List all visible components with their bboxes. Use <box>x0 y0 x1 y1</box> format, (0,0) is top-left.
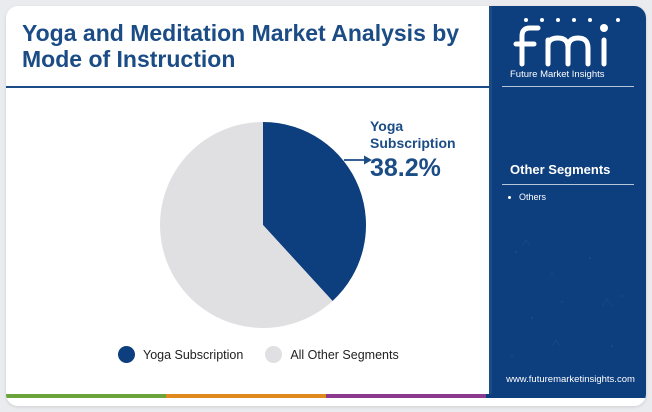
list-item: Others <box>508 192 546 202</box>
list-item-label: Others <box>519 192 547 202</box>
bar-segment-blue <box>486 394 646 398</box>
report-card: Yoga and Meditation Market Analysis by M… <box>6 6 646 406</box>
bottom-color-bar <box>6 394 646 406</box>
legend-item-yoga-subscription: Yoga Subscription <box>118 346 243 363</box>
chart-title: Yoga and Meditation Market Analysis by M… <box>22 20 460 72</box>
pie-slice-yoga-subscription <box>263 122 366 301</box>
legend-item-all-other-segments: All Other Segments <box>265 346 399 363</box>
bar-segment-orange <box>166 394 326 398</box>
brand-name: Future Market Insights <box>510 69 605 80</box>
panel-divider <box>502 86 634 87</box>
slice-label-name: Yoga Subscription <box>370 118 456 151</box>
slice-label-value: 38.2% <box>370 154 441 182</box>
legend-label: All Other Segments <box>290 347 399 362</box>
legend-label: Yoga Subscription <box>143 347 244 362</box>
title-divider <box>6 86 489 88</box>
legend-swatch <box>118 346 135 363</box>
slice-data-label: Yoga Subscription 38.2% <box>370 118 480 183</box>
callout-arrow <box>344 155 372 165</box>
other-segments-heading: Other Segments <box>510 162 611 177</box>
chart-legend: Yoga Subscription All Other Segments <box>118 346 421 363</box>
fmi-logo-icon <box>513 18 620 67</box>
other-segments-list: Others <box>508 192 546 202</box>
bar-segment-purple <box>326 394 486 398</box>
bullet-icon <box>508 195 511 199</box>
pie-slice-all-other-segments <box>159 122 333 328</box>
panel-divider <box>502 184 634 185</box>
pie-chart <box>159 122 372 328</box>
bar-segment-green <box>6 394 166 398</box>
website-url: www.futuremarketinsights.com <box>506 374 635 385</box>
legend-swatch <box>265 346 283 363</box>
side-panel: Future Market Insights Other Segments Ot… <box>489 6 646 394</box>
